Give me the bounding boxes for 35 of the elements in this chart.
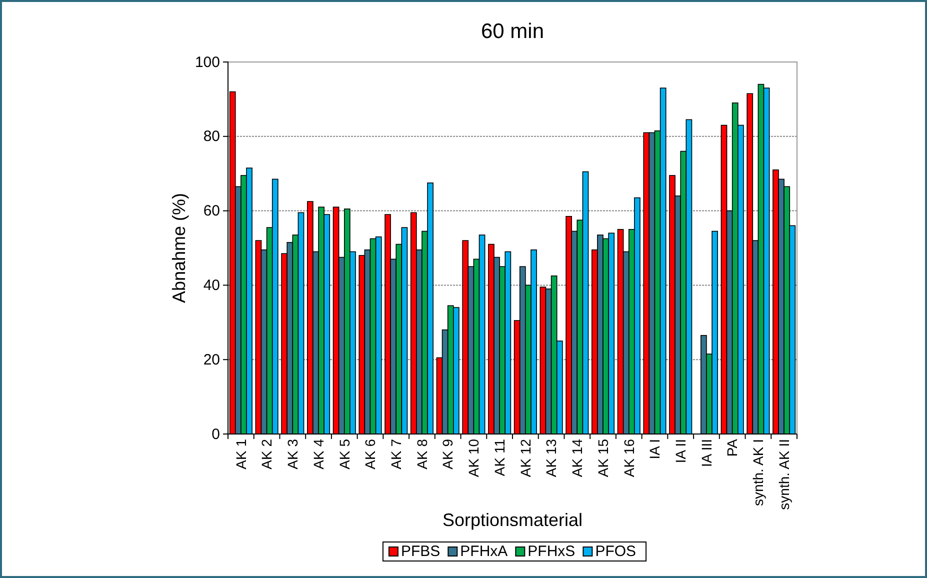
- x-tick-label: IA I: [646, 439, 663, 460]
- x-tick-label: synth. AK I: [750, 439, 766, 506]
- legend-label: PFHxA: [460, 543, 508, 560]
- x-tick-label: AK 5: [336, 438, 352, 470]
- y-tick-label: 100: [194, 54, 220, 71]
- x-tick-label: PA: [724, 438, 740, 457]
- x-tick-label: AK 8: [414, 438, 430, 470]
- x-tick-label: AK 4: [310, 438, 326, 470]
- chart-title: 60 min: [480, 20, 544, 43]
- x-tick-label: AK 3: [284, 438, 301, 470]
- x-tick-label: AK 12: [517, 438, 534, 478]
- x-tick-label: AK 2: [258, 438, 275, 470]
- y-tick-label: 20: [203, 351, 220, 368]
- y-tick-label: 60: [203, 202, 220, 220]
- y-axis-title: Abnahme (%): [169, 192, 189, 304]
- x-tick-label: AK 10: [466, 438, 482, 478]
- x-tick-label: AK 15: [594, 438, 611, 478]
- y-tick-label: 80: [203, 128, 220, 146]
- x-tick-label: AK 1: [232, 438, 249, 470]
- x-axis-title: Sorptionsmaterial: [442, 510, 583, 530]
- x-tick-label: AK 14: [569, 438, 586, 478]
- x-tick-label: AK 9: [440, 438, 456, 470]
- x-tick-label: AK 13: [543, 438, 560, 478]
- x-tick-label: IA III: [698, 439, 714, 468]
- legend-label: PFHxS: [528, 543, 576, 560]
- legend-label: PFOS: [595, 543, 636, 560]
- x-tick-label: synth. AK II: [776, 439, 792, 510]
- x-tick-label: AK 11: [491, 438, 508, 476]
- x-tick-label: AK 16: [620, 438, 637, 478]
- y-tick-label: 0: [212, 426, 220, 443]
- legend-label: PFBS: [400, 543, 440, 560]
- x-tick-label: IA II: [672, 439, 689, 464]
- x-tick-label: AK 7: [388, 438, 404, 470]
- x-tick-label: AK 6: [362, 438, 378, 470]
- y-tick-label: 40: [203, 277, 220, 294]
